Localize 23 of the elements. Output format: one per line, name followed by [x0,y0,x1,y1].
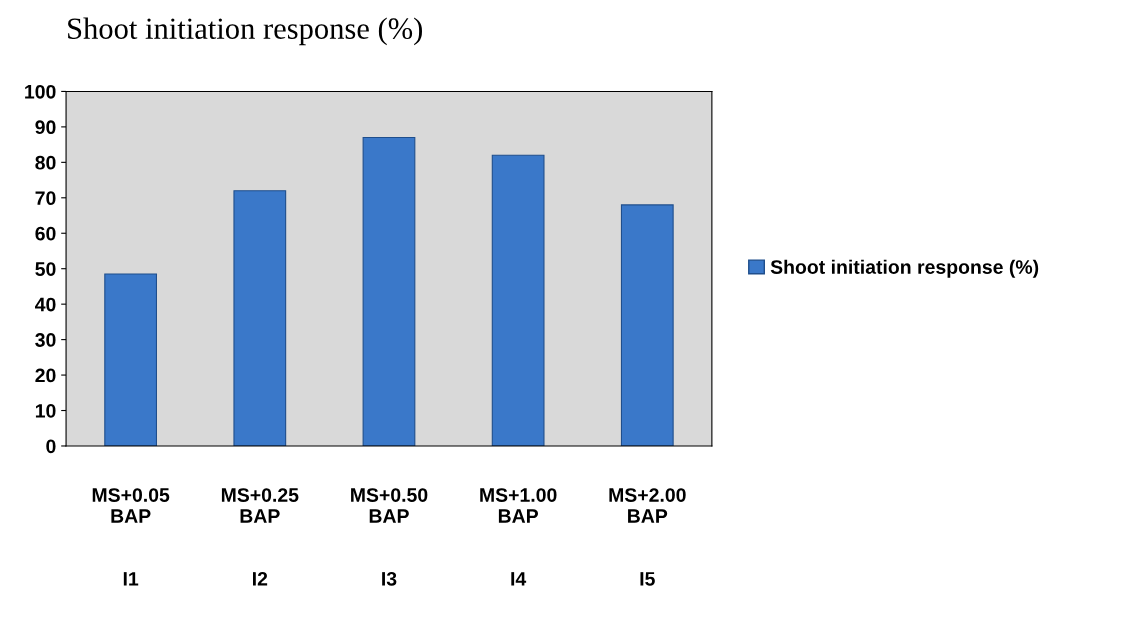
y-tick-label: 70 [35,191,56,206]
category-label: MS+0.25 BAP I2 [221,488,299,586]
y-tick-label: 20 [35,368,56,383]
legend-label: Shoot initiation response (%) [770,259,1039,278]
bar [233,190,287,446]
y-tick-label: 30 [35,333,56,347]
bar [104,273,158,446]
y-tick-label: 40 [35,297,56,312]
y-tick-label: 60 [35,226,56,241]
y-tick-label: 50 [35,262,56,276]
category-label: MS+1.00 BAP I4 [480,488,557,586]
category-label: MS+2.00 BAP I5 [609,488,686,586]
chart-title: Shoot initiation response (%) [68,17,422,46]
y-tick-label: 100 [25,84,56,99]
bar [620,204,674,446]
bar [491,154,545,446]
y-tick-label: 90 [35,120,56,135]
category-label: MS+0.50 BAP I3 [351,488,428,586]
y-tick-label: 80 [35,155,56,170]
category-label: MS+0.05 BAP I1 [92,488,170,586]
bar [362,136,416,446]
y-tick-label: 10 [35,403,56,418]
y-tick-label: 0 [46,439,56,454]
